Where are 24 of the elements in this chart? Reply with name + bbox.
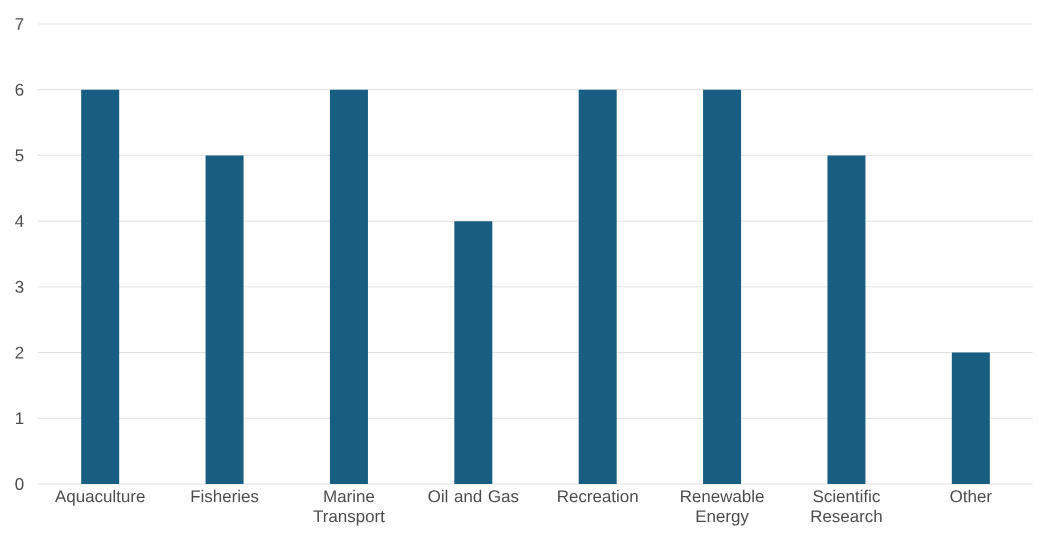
y-tick-label: 3: [15, 280, 24, 293]
y-tick-label: 2: [15, 346, 24, 359]
x-tick-label: Aquaculture: [55, 489, 145, 506]
y-tick-label: 4: [15, 215, 24, 227]
x-tick-label: Renewable Energy: [681, 489, 764, 526]
bar: [951, 352, 990, 484]
x-tick-label: Fisheries: [191, 489, 259, 503]
x-tick-label: Marine Transport: [313, 489, 385, 526]
y-tick-label: 0: [15, 478, 24, 490]
bar: [827, 155, 866, 484]
bar: [81, 89, 120, 484]
x-tick-label: Recreation: [558, 489, 638, 503]
bar: [454, 221, 493, 484]
x-tick-label: Oil and Gas: [428, 489, 519, 503]
bar: [205, 155, 244, 484]
bar: [703, 89, 742, 484]
y-tick-label: 7: [15, 18, 24, 30]
x-tick-label: Scientific Research: [811, 489, 882, 523]
y-tick-label: 1: [16, 412, 24, 425]
bar: [578, 89, 617, 484]
bar: [329, 89, 368, 484]
x-tick-label: Other: [950, 489, 992, 503]
y-tick-label: 5: [15, 149, 24, 162]
y-tick-label: 6: [15, 83, 24, 96]
